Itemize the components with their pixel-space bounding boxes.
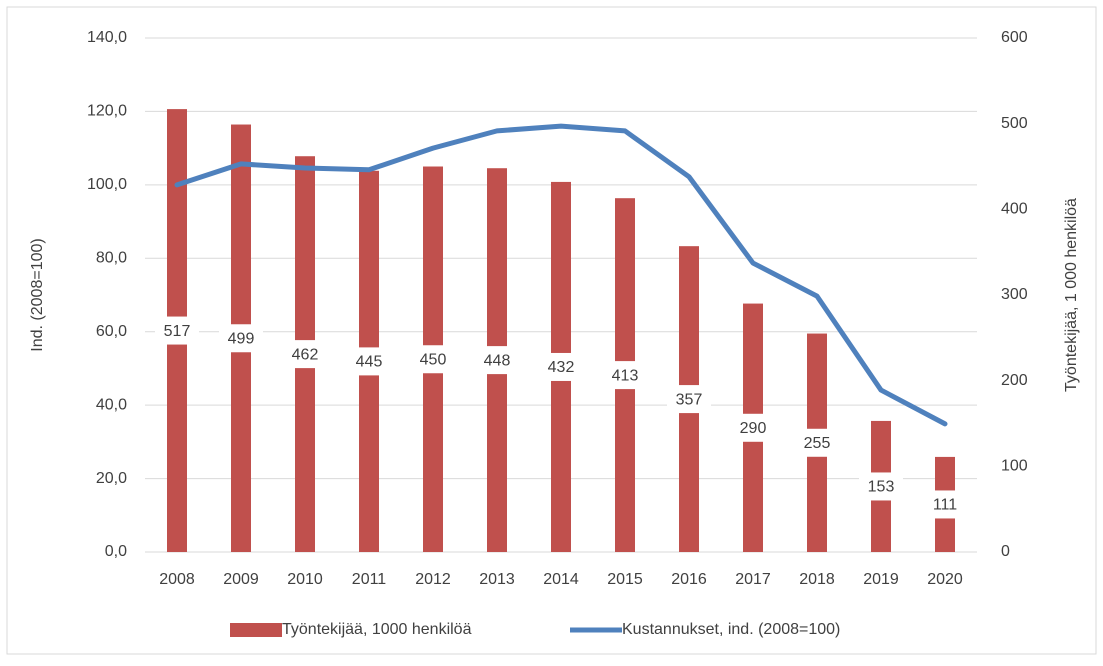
y2-tick-label: 600 [1001, 29, 1028, 46]
data-label: 357 [676, 391, 703, 408]
data-label: 517 [164, 323, 191, 340]
data-label: 448 [484, 352, 511, 369]
data-label-bg [731, 413, 775, 442]
y-tick-label: 100,0 [87, 176, 127, 193]
data-label-bg [539, 352, 583, 381]
x-tick-label: 2008 [159, 571, 195, 588]
data-label: 111 [933, 497, 957, 514]
data-label: 432 [548, 359, 575, 376]
data-label: 499 [228, 330, 255, 347]
y2-tick-label: 0 [1001, 543, 1010, 560]
data-label-bg [923, 490, 967, 519]
x-tick-label: 2017 [735, 571, 771, 588]
data-label: 413 [612, 367, 639, 384]
x-tick-label: 2016 [671, 571, 707, 588]
data-label-bg [475, 346, 519, 375]
legend-swatch [230, 623, 282, 637]
data-label-bg [603, 361, 647, 390]
x-tick-label: 2011 [352, 571, 387, 588]
line [174, 123, 948, 427]
y-tick-label: 140,0 [87, 29, 127, 46]
y-tick-label: 60,0 [96, 323, 127, 340]
data-label: 290 [740, 420, 767, 437]
x-tick-label: 2019 [863, 571, 899, 588]
x-tick-label: 2010 [287, 571, 323, 588]
data-label: 153 [868, 479, 895, 496]
data-label-bg [283, 340, 327, 369]
y-axis-title: Ind. (2008=100) [29, 238, 46, 351]
y2-tick-label: 200 [1001, 372, 1028, 389]
y-tick-label: 20,0 [96, 470, 127, 487]
y2-tick-label: 400 [1001, 201, 1028, 218]
data-label: 445 [356, 354, 383, 371]
y-tick-label: 80,0 [96, 250, 127, 267]
data-label-bg [219, 324, 263, 353]
data-label-bg [795, 428, 839, 457]
y-tick-label: 0,0 [105, 543, 127, 560]
data-label-bg [859, 472, 903, 501]
data-label-bg [155, 316, 199, 345]
y2-tick-label: 300 [1001, 286, 1028, 303]
y-tick-label: 40,0 [96, 396, 127, 413]
data-label-bg [347, 347, 391, 376]
y2-tick-label: 100 [1001, 458, 1028, 475]
x-tick-label: 2015 [607, 571, 643, 588]
y2-axis-title: Työntekijää, 1 000 henkilöä [1063, 198, 1080, 392]
data-label: 255 [804, 435, 831, 452]
data-label-bg [411, 345, 455, 374]
legend-label: Työntekijää, 1000 henkilöä [282, 621, 472, 638]
x-tick-label: 2012 [415, 571, 451, 588]
data-label: 462 [292, 346, 319, 363]
legend-label: Kustannukset, ind. (2008=100) [622, 621, 840, 638]
x-tick-label: 2018 [799, 571, 835, 588]
y-tick-label: 120,0 [87, 103, 127, 120]
data-label-bg [667, 385, 711, 414]
x-tick-label: 2009 [223, 571, 259, 588]
data-label: 450 [420, 351, 447, 368]
x-tick-label: 2013 [479, 571, 515, 588]
x-tick-label: 2020 [927, 571, 963, 588]
x-tick-label: 2014 [543, 571, 579, 588]
y2-tick-label: 500 [1001, 115, 1028, 132]
